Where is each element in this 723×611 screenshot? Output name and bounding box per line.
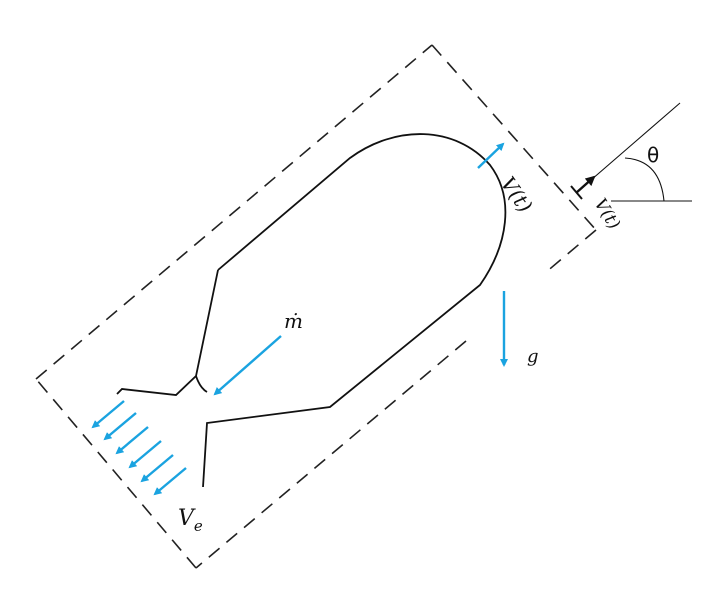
inset-velocity-arrow [575, 175, 596, 194]
inset-angle-arc [624, 157, 665, 202]
angle-inset: V(t) θ [570, 102, 692, 233]
exhaust-arrow [91, 400, 125, 429]
angle-label: θ [647, 143, 659, 167]
rocket-body-outline [116, 133, 507, 488]
nozzle-upper [195, 375, 208, 393]
exhaust-arrows [91, 400, 187, 496]
gravity-label: g [527, 346, 539, 367]
exit-velocity-label: Ve [178, 506, 203, 535]
exhaust-arrow [128, 440, 162, 469]
velocity-label: V(t) [496, 172, 538, 217]
exhaust-arrow [103, 412, 137, 441]
exhaust-arrow [140, 454, 174, 483]
mass-flow-label: ṁ [284, 309, 303, 333]
exhaust-arrow [153, 467, 187, 496]
inset-tick [570, 185, 583, 200]
velocity-arrow [477, 142, 505, 169]
mass-flow-arrow [213, 335, 282, 396]
control-volume-boundary [35, 44, 597, 569]
exhaust-arrow [115, 426, 149, 455]
